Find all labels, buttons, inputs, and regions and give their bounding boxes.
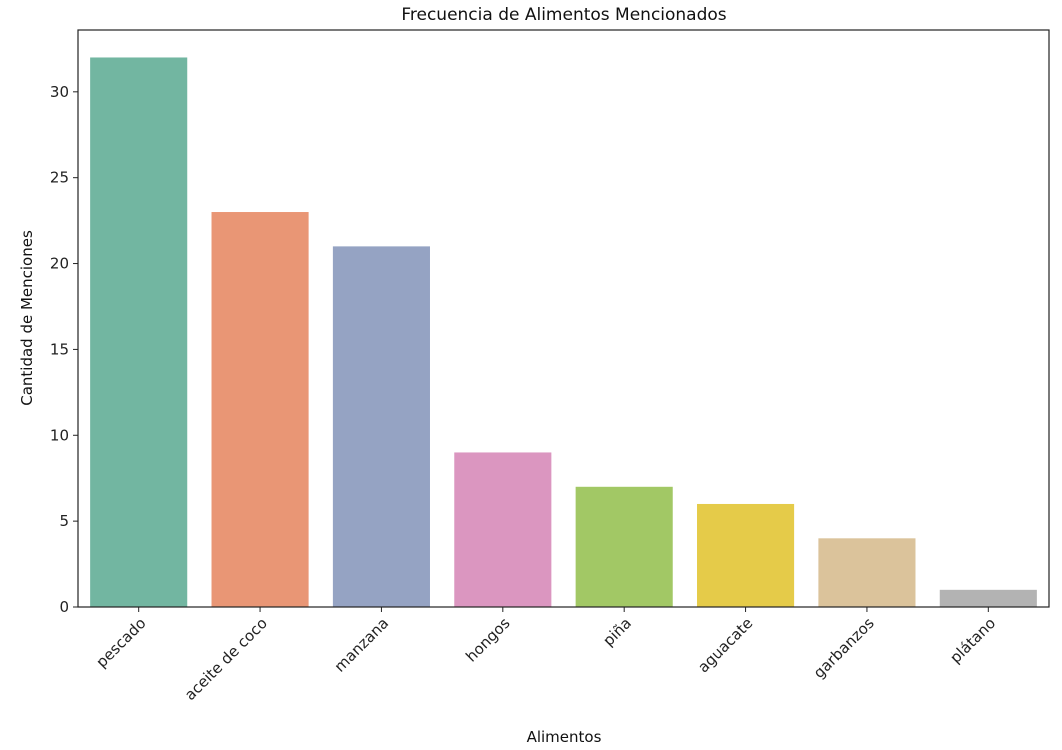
bar-piña: [575, 486, 673, 607]
x-tick-label: hongos: [462, 614, 514, 666]
x-tick-label: garbanzos: [810, 614, 878, 682]
y-tick-label: 0: [59, 598, 69, 616]
y-axis: 0 5 10 15 20 25 30: [50, 83, 78, 616]
x-tick-label: pescado: [92, 614, 149, 671]
y-tick-label: 15: [50, 340, 69, 358]
bars-group: [90, 57, 1037, 607]
bar-garbanzos: [818, 538, 916, 607]
bar-aguacate: [697, 503, 795, 607]
chart-title: Frecuencia de Alimentos Mencionados: [401, 5, 726, 25]
y-axis-title: Cantidad de Menciones: [18, 230, 36, 406]
plot-frame: [77, 29, 1050, 608]
bar-hongos: [454, 452, 552, 607]
bar-manzana: [332, 246, 430, 607]
y-tick-label: 5: [59, 512, 69, 530]
x-axis-title: Alimentos: [527, 728, 602, 746]
x-tick-label: manzana: [331, 614, 393, 676]
x-tick-label: plátano: [946, 614, 999, 667]
y-tick-label: 10: [50, 426, 69, 444]
x-tick-label: aguacate: [694, 614, 756, 676]
x-tick-label: piña: [599, 614, 635, 650]
bar-pescado: [90, 57, 188, 607]
bar-aceite-de-coco: [211, 212, 309, 607]
y-tick-label: 30: [50, 83, 69, 101]
y-tick-label: 20: [50, 255, 69, 273]
x-tick-label: aceite de coco: [181, 614, 271, 704]
y-tick-label: 25: [50, 169, 69, 187]
bar-plátano: [939, 589, 1037, 607]
x-axis: pescado aceite de coco manzana hongos piña ag…: [92, 607, 999, 704]
